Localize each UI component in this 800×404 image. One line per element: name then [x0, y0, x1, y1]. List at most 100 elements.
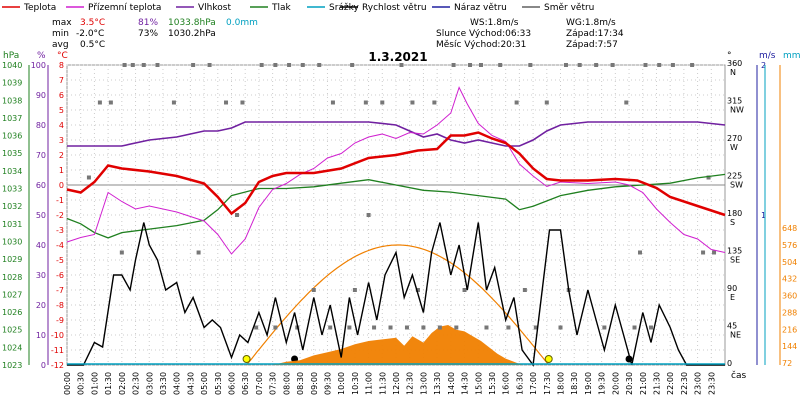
hpa-tick-4: 1036	[2, 132, 22, 141]
mm-tick-3: 432	[782, 275, 797, 284]
info-block: WS:1.8m/s WG:1.8m/s Slunce Východ:06:33 …	[436, 18, 624, 50]
info-ws: WS:1.8m/s	[470, 18, 519, 28]
c-tick-9: -1	[56, 196, 64, 205]
wind-dir-point-15	[300, 63, 305, 67]
time-tick-11: 05:30	[214, 372, 223, 395]
wind-dir-point-51	[506, 325, 511, 330]
c-tick-16: -8	[56, 301, 64, 310]
c-tick-18: -10	[51, 331, 64, 340]
time-tick-25: 12:30	[406, 372, 415, 395]
hpa-tick-11: 1029	[2, 255, 22, 264]
time-tick-24: 12:00	[392, 372, 401, 395]
hpa-tick-1: 1039	[2, 79, 22, 88]
wind-dir-point-31	[563, 63, 568, 67]
time-tick-17: 08:30	[296, 372, 305, 395]
c-tick-19: -11	[51, 346, 64, 355]
mm-tick-1: 576	[782, 241, 797, 250]
time-tick-4: 02:00	[118, 372, 127, 395]
wind-dir-point-69	[638, 250, 643, 255]
c-tick-7: 1	[59, 166, 64, 175]
axis-dir-label: °	[727, 51, 732, 61]
time-tick-18: 09:00	[310, 372, 319, 395]
time-tick-19: 09:30	[323, 372, 332, 395]
axis-ms-label: m/s	[759, 51, 776, 61]
wind-dir-point-70	[701, 250, 706, 255]
hpa-tick-6: 1034	[2, 167, 22, 176]
axes: 876543210-1-2-3-4-5-6-7-8-9-10-11-1200:0…	[2, 59, 797, 395]
pct-tick-3: 70	[36, 151, 46, 160]
dir-tick-5: 135	[727, 247, 742, 256]
dir-tick-8: 0	[727, 359, 732, 368]
axis-c-label: °C	[57, 51, 68, 61]
c-tick-12: -4	[56, 241, 64, 250]
stats-min-hum: 73%	[138, 29, 158, 39]
mm-tick-4: 360	[782, 292, 797, 301]
wind-dir-point-7	[171, 100, 176, 105]
wind-dir-point-47	[421, 325, 426, 330]
hpa-tick-7: 1033	[2, 185, 22, 194]
wind-dir-point-57	[273, 325, 278, 330]
wind-dir-point-2	[108, 100, 113, 105]
temperature-line	[66, 131, 726, 217]
time-tick-27: 13:30	[433, 372, 442, 395]
wind-dir-point-65	[119, 250, 124, 255]
time-tick-26: 13:00	[419, 372, 428, 395]
info-mesic-zapad: Západ:7:57	[566, 40, 618, 50]
wind-dir-point-6	[155, 63, 160, 67]
sun-arc	[246, 244, 549, 366]
wind-speed-line	[67, 222, 725, 367]
c-tick-4: 4	[59, 121, 64, 130]
hpa-tick-9: 1031	[2, 220, 22, 229]
wind-dir-point-46	[404, 325, 409, 330]
wind-dir-point-20	[380, 100, 385, 105]
c-tick-1: 7	[59, 76, 64, 85]
time-tick-0: 00:00	[63, 372, 72, 395]
time-tick-20: 10:00	[337, 372, 346, 395]
mm-tick-2: 504	[782, 258, 797, 267]
axis-mm-label: mm	[783, 51, 800, 61]
axis-time-label: čas	[731, 370, 746, 381]
wind-dir-point-10	[224, 100, 229, 105]
time-tick-34: 17:00	[529, 372, 538, 395]
stats-avg-temp: 0.5°C	[80, 40, 105, 50]
time-tick-16: 08:00	[282, 372, 291, 395]
dir-card-5: SE	[730, 256, 740, 265]
wind-dir-point-50	[484, 325, 489, 330]
hpa-tick-2: 1038	[2, 96, 22, 105]
wind-dir-point-63	[522, 288, 527, 292]
dir-card-7: NE	[730, 331, 741, 340]
humidity-line	[67, 121, 726, 147]
legend-label-0: Teplota	[23, 3, 56, 13]
wind-dir-point-53	[558, 325, 563, 330]
stats-min-label: min	[52, 29, 69, 39]
info-slunce-zapad: Západ:17:34	[566, 29, 624, 39]
dir-tick-1: 315	[727, 97, 742, 106]
wind-dir-point-21	[399, 63, 404, 67]
ms-tick-0: 1	[761, 211, 766, 220]
info-slunce: Slunce Východ:06:33	[436, 29, 531, 39]
wind-dir-point-0	[86, 175, 91, 180]
wind-dir-point-71	[712, 250, 717, 255]
wind-dir-point-14	[287, 63, 292, 67]
info-mesic: Měsíc Východ:20:31	[436, 40, 526, 50]
mm-tick-5: 288	[782, 308, 797, 317]
wind-dir-point-13	[273, 63, 278, 67]
time-tick-6: 03:00	[145, 372, 154, 395]
stats-max-hum: 81%	[138, 18, 158, 28]
time-tick-12: 06:00	[228, 372, 237, 395]
wind-dir-point-58	[254, 325, 259, 330]
stats-max-press: 1033.8hPa	[168, 18, 216, 28]
legend: Teplota Přízemní teplota Vlhkost Tlak Srážky…	[2, 3, 594, 13]
hpa-tick-0: 1040	[2, 61, 22, 70]
pct-tick-4: 60	[36, 181, 46, 190]
wind-dir-point-43	[347, 325, 352, 330]
hpa-tick-14: 1026	[2, 308, 22, 317]
time-tick-23: 11:30	[378, 372, 387, 395]
pct-tick-9: 10	[36, 331, 46, 340]
dir-card-2: W	[730, 143, 738, 152]
wind-dir-point-35	[624, 100, 629, 105]
time-tick-40: 20:00	[611, 372, 620, 395]
axis-hpa-label: hPa	[3, 51, 19, 61]
dir-card-6: E	[730, 293, 735, 302]
